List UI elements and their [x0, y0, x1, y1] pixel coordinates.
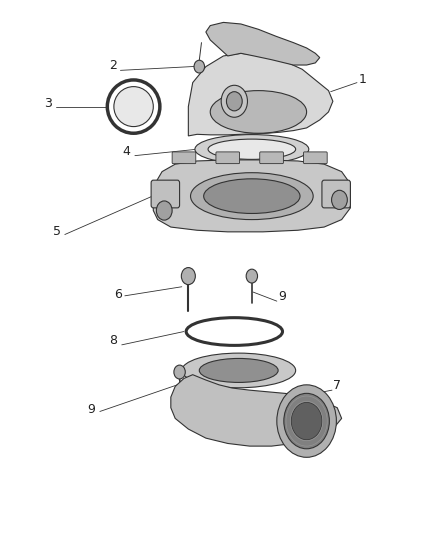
- Ellipse shape: [199, 358, 278, 383]
- Text: 2: 2: [110, 59, 117, 72]
- Circle shape: [194, 60, 205, 73]
- Ellipse shape: [114, 86, 153, 126]
- Text: 5: 5: [53, 224, 60, 238]
- Circle shape: [246, 269, 258, 283]
- PathPatch shape: [153, 160, 350, 232]
- Text: 4: 4: [123, 144, 131, 158]
- FancyBboxPatch shape: [304, 152, 327, 164]
- PathPatch shape: [206, 22, 320, 65]
- Ellipse shape: [208, 139, 296, 159]
- Ellipse shape: [191, 173, 313, 220]
- PathPatch shape: [188, 53, 333, 136]
- Text: 9: 9: [278, 289, 286, 303]
- Circle shape: [181, 268, 195, 285]
- Circle shape: [277, 385, 336, 457]
- Ellipse shape: [210, 91, 307, 133]
- Circle shape: [284, 393, 329, 449]
- FancyBboxPatch shape: [260, 152, 283, 164]
- PathPatch shape: [171, 375, 342, 446]
- Circle shape: [156, 201, 172, 220]
- Ellipse shape: [182, 353, 296, 388]
- FancyBboxPatch shape: [216, 152, 240, 164]
- Ellipse shape: [195, 134, 309, 164]
- Circle shape: [291, 402, 322, 440]
- Text: 9: 9: [88, 403, 95, 416]
- Text: 8: 8: [110, 334, 117, 347]
- Circle shape: [332, 190, 347, 209]
- Text: 6: 6: [114, 288, 122, 302]
- Text: 7: 7: [333, 379, 341, 392]
- Ellipse shape: [204, 179, 300, 213]
- Text: 3: 3: [44, 96, 52, 110]
- FancyBboxPatch shape: [322, 180, 350, 208]
- Circle shape: [226, 92, 242, 111]
- FancyBboxPatch shape: [172, 152, 196, 164]
- FancyBboxPatch shape: [151, 180, 180, 208]
- Text: 1: 1: [359, 72, 367, 86]
- Circle shape: [174, 365, 185, 379]
- Circle shape: [221, 85, 247, 117]
